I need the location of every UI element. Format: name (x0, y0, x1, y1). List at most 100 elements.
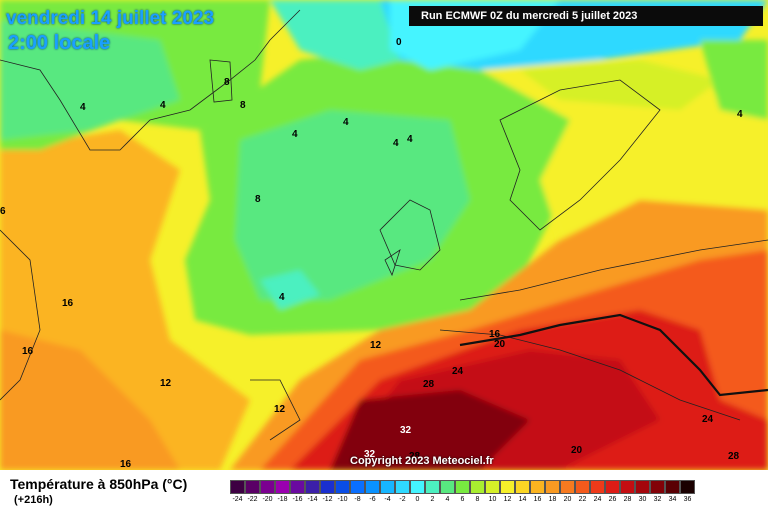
scale-tick-label: -8 (354, 496, 361, 503)
scale-color-cell (440, 480, 455, 494)
forecast-date-title: vendredi 14 juillet 2023 (6, 8, 215, 29)
cool-pocket-4 (260, 270, 320, 310)
scale-color-cell (545, 480, 560, 494)
warm-zone-southwest (0, 330, 180, 470)
isotherm-label: 12 (274, 404, 286, 415)
isotherm-label: 16 (62, 298, 74, 309)
coastlines (0, 9, 768, 441)
scale-tick-label: 18 (548, 496, 557, 503)
scale-tick-label: -2 (399, 496, 406, 503)
copyright-text: Copyright 2023 Meteociel.fr (350, 455, 494, 467)
scale-tick-label: -10 (337, 496, 348, 503)
scale-color-cell (560, 480, 575, 494)
core-hot-zone (330, 390, 530, 470)
scale-tick-label: 16 (533, 496, 542, 503)
isotherm-label: 4 (80, 102, 86, 113)
color-scale-ticks: -24 -22 -20 -18 -16 -14 -12 -10 -8 -6 -4 -2 0 2 4 6 8 10 1… (230, 496, 695, 503)
scale-tick-label: -20 (262, 496, 273, 503)
scale-color-cell (470, 480, 485, 494)
scale-tick-label: -18 (277, 496, 288, 503)
isotherm-label: 16 (22, 346, 34, 357)
isotherm-label: 28 (423, 379, 435, 390)
scale-tick-label: 22 (578, 496, 587, 503)
scale-tick-label: 30 (638, 496, 647, 503)
mild-zone-north (520, 60, 720, 110)
scale-color-cell (530, 480, 545, 494)
iceland-fragment (209, 59, 233, 103)
scale-tick-label: 32 (653, 496, 662, 503)
europe-coast-north (459, 239, 768, 301)
scale-tick-label: 34 (668, 496, 677, 503)
scale-tick-label: -24 (232, 496, 243, 503)
scale-color-cell (665, 480, 680, 494)
scale-color-cell (635, 480, 650, 494)
color-scale (230, 480, 695, 494)
greenland-coast (0, 9, 301, 151)
isotherm-label: 16 (489, 329, 501, 340)
temperature-map: 0 4 8 8 8 4 4 4 4 4 4 16 16 12 12 12 16 … (0, 0, 768, 470)
scale-color-cell (305, 480, 320, 494)
scale-tick-label: 8 (475, 496, 480, 503)
isotherm-label: 16 (120, 459, 132, 470)
isotherm-label: 12 (160, 378, 172, 389)
isotherm-label: 24 (702, 414, 714, 425)
iberia-outline (250, 379, 301, 441)
isotherm-label: 28 (409, 451, 421, 462)
scale-tick-label: -6 (369, 496, 376, 503)
scale-color-cell (650, 480, 665, 494)
scale-tick-label: -4 (384, 496, 391, 503)
scale-color-cell (350, 480, 365, 494)
scale-tick-label: -22 (247, 496, 258, 503)
scale-tick-label: 4 (445, 496, 450, 503)
north-america-coast (0, 229, 41, 401)
scale-color-cell (455, 480, 470, 494)
cold-zone-arctic-1 (270, 0, 410, 70)
scale-tick-label: 10 (488, 496, 497, 503)
cool-zone-north (0, 20, 180, 140)
scale-color-cell (380, 480, 395, 494)
isotherm-label: 6 (0, 206, 6, 217)
isotherm-label: 4 (737, 109, 743, 120)
isotherm-label: 4 (393, 138, 399, 149)
europe-coast-south (439, 329, 741, 421)
isotherm-label: 24 (452, 366, 464, 377)
ireland-outline (384, 249, 401, 277)
mild-zone-scandinavia (480, 60, 768, 240)
isotherm-label: 12 (370, 340, 382, 351)
isotherm-label: 4 (160, 100, 166, 111)
scale-color-cell (680, 480, 695, 494)
cool-core-atlantic (235, 110, 470, 300)
scale-tick-label: 12 (503, 496, 512, 503)
scale-tick-label: -16 (292, 496, 303, 503)
isotherm-label: 0 (396, 37, 402, 48)
scale-tick-label: 36 (683, 496, 692, 503)
scale-tick-label: 20 (563, 496, 572, 503)
scale-color-cell (605, 480, 620, 494)
scale-color-cell (575, 480, 590, 494)
model-run-info: Run ECMWF 0Z du mercredi 5 juillet 2023 (409, 6, 763, 26)
isotherm-label: 4 (343, 117, 349, 128)
scale-color-cell (425, 480, 440, 494)
isotherm-label: 32 (400, 425, 412, 436)
scale-color-cell (245, 480, 260, 494)
scale-color-cell (260, 480, 275, 494)
isotherm-label: 8 (240, 100, 246, 111)
scale-tick-label: 14 (518, 496, 527, 503)
isotherm-label: 20 (494, 339, 506, 350)
scale-color-cell (485, 480, 500, 494)
scale-color-cell (335, 480, 350, 494)
scale-color-cell (275, 480, 290, 494)
scale-tick-label: 26 (608, 496, 617, 503)
isotherm-label: 4 (292, 129, 298, 140)
isotherm-label: 8 (255, 194, 261, 205)
scale-tick-label: -12 (322, 496, 333, 503)
isotherm-label: 32 (364, 449, 376, 460)
legend-title: Température à 850hPa (°C) (10, 476, 188, 492)
scale-tick-label: 0 (415, 496, 420, 503)
isotherm-label: 4 (407, 134, 413, 145)
isotherm-label: 20 (571, 445, 583, 456)
scale-color-cell (395, 480, 410, 494)
scale-color-cell (500, 480, 515, 494)
scale-color-cell (620, 480, 635, 494)
scale-color-cell (365, 480, 380, 494)
